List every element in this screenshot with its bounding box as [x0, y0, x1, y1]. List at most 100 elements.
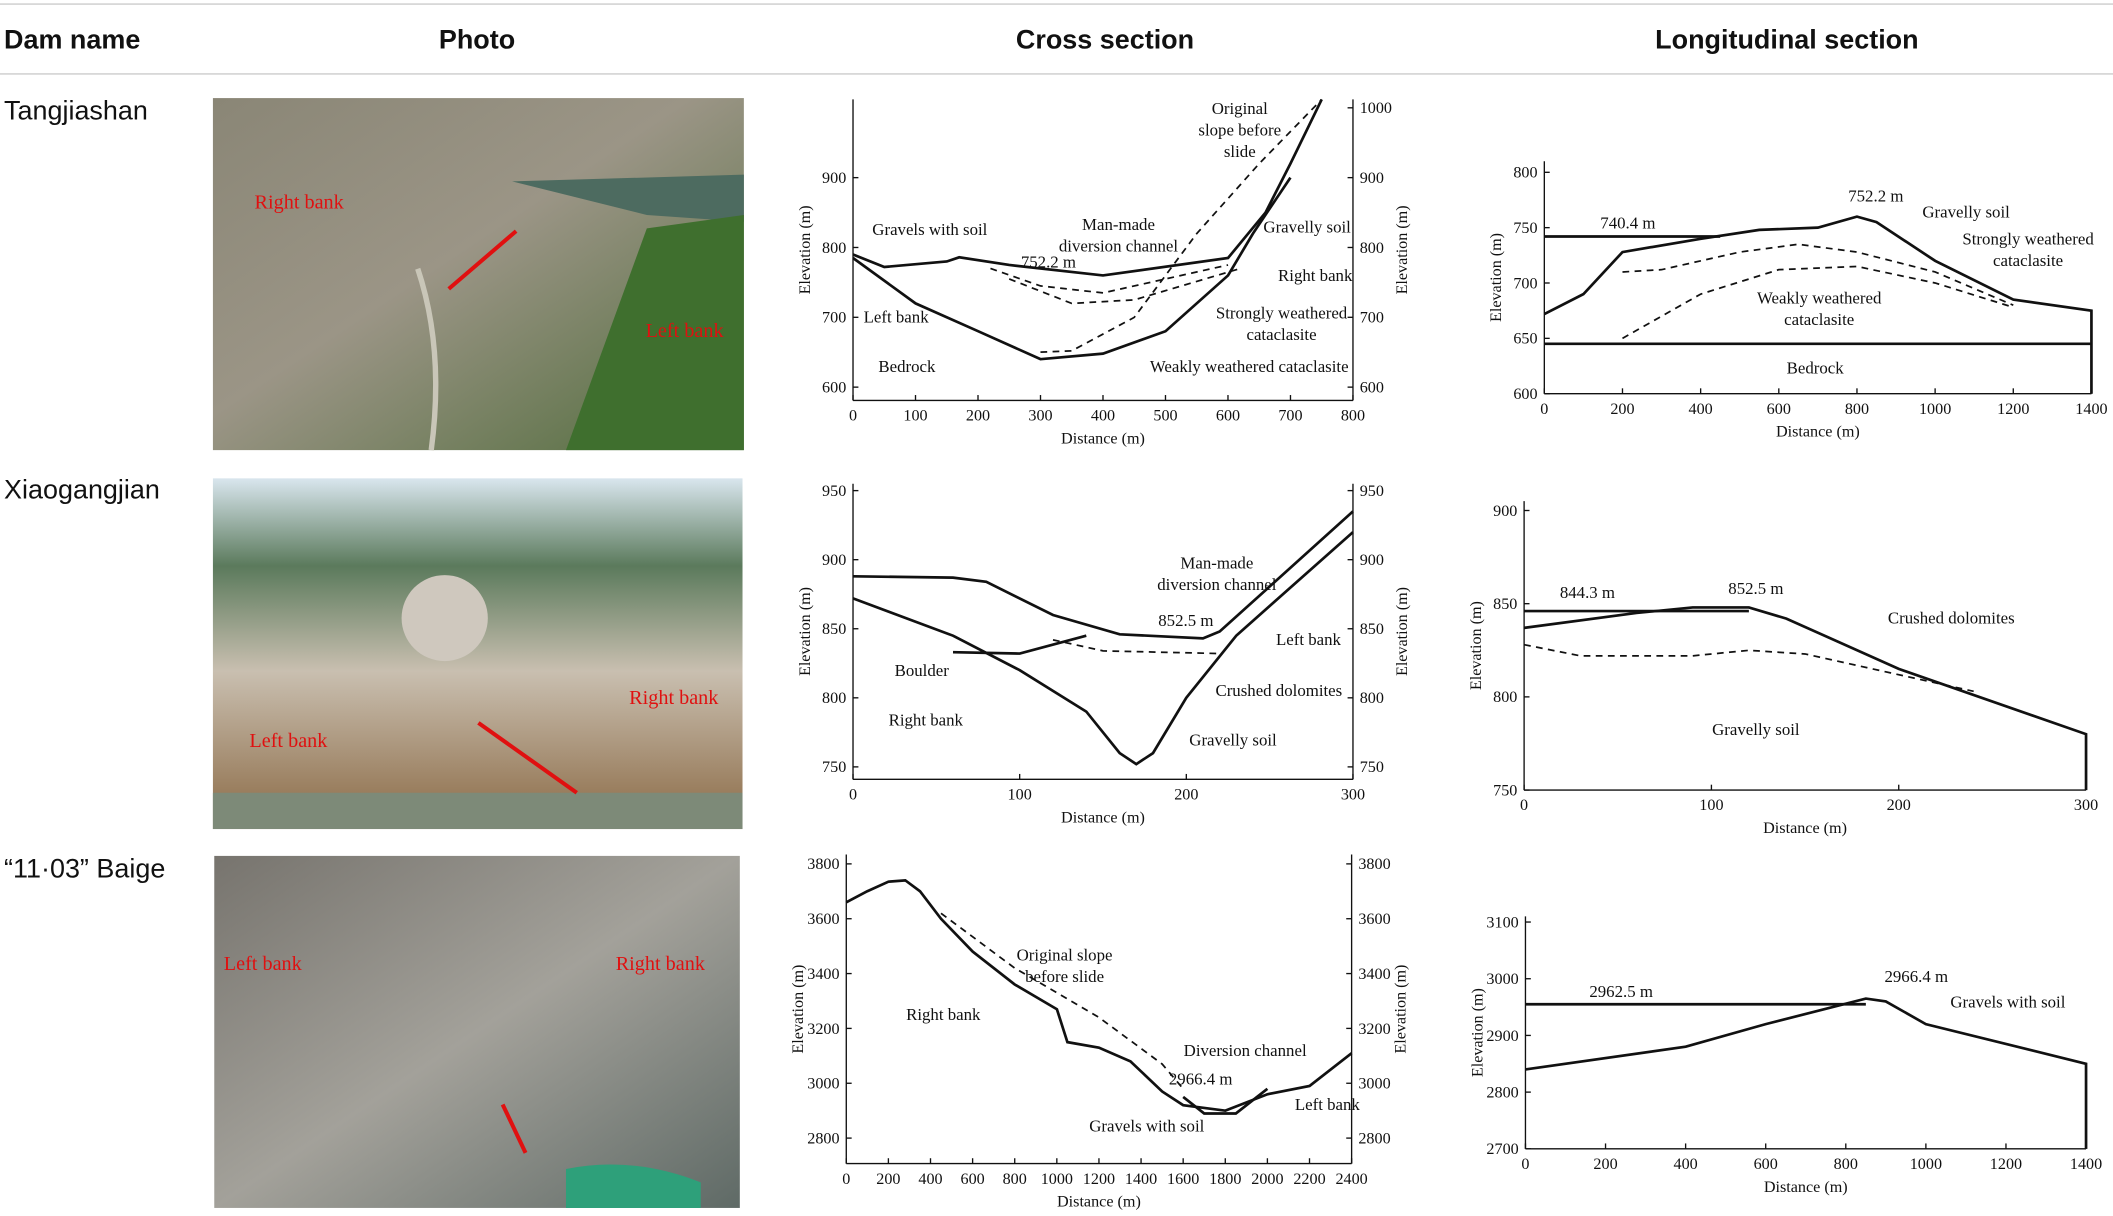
x-tick-label: 0: [849, 786, 857, 803]
x-tick-label: 200: [1610, 401, 1634, 418]
y-tick-label: 650: [1513, 331, 1537, 348]
y2-tick-label: 3200: [1358, 1021, 1390, 1038]
cross-section: 0 200 400 600 800 1000 1200 1400 1600 1800 2000 220…: [790, 854, 1410, 1211]
annotation: Gravelly soil: [1922, 203, 2010, 222]
annotation: Gravelly soil: [1712, 720, 1800, 739]
annotation: Weakly weathered: [1757, 289, 1882, 308]
y-tick-label: 2800: [807, 1130, 839, 1147]
y2-tick-label: 800: [1360, 240, 1384, 257]
y-tick-label: 750: [1493, 782, 1517, 799]
y-tick-label: 700: [1513, 275, 1537, 292]
y-axis-label: Elevation (m): [1469, 988, 1486, 1077]
y-tick-label: 900: [1493, 503, 1517, 520]
annotation: cataclasite: [1784, 310, 1854, 329]
profile-line: [990, 264, 1229, 294]
profile-line: [1523, 606, 2088, 791]
y-tick-label: 600: [1513, 386, 1537, 403]
annotation: 844.3 m: [1560, 583, 1615, 602]
annotation: Weakly weathered cataclasite: [1150, 357, 1349, 376]
x-tick-label: 0: [849, 408, 857, 425]
profile-line: [1543, 215, 2093, 394]
y-tick-label: 600: [822, 380, 846, 397]
photo-water: [512, 174, 744, 222]
x-tick-label: 400: [1674, 1156, 1698, 1173]
x-tick-label: 200: [966, 408, 990, 425]
header: Longitudinal section: [1655, 24, 1918, 54]
x-tick-label: 1600: [1167, 1171, 1199, 1188]
annotation: Left bank: [864, 307, 930, 326]
profile-line: [1052, 638, 1220, 655]
x-tick-label: 2200: [1293, 1171, 1325, 1188]
y-tick-label: 750: [822, 759, 846, 776]
y2-tick-label: 3800: [1358, 856, 1390, 873]
x-axis-label: Distance (m): [1763, 820, 1847, 837]
y-tick-label: 3000: [807, 1076, 839, 1093]
y-tick-label: 850: [1493, 596, 1517, 613]
y2-axis-label: Elevation (m): [1393, 965, 1410, 1054]
x-tick-label: 1400: [1125, 1171, 1157, 1188]
annotation: Strongly weathered: [1216, 303, 1348, 322]
y-tick-label: 900: [822, 552, 846, 569]
photo-label: Right bank: [616, 953, 706, 975]
annotation: 752.2 m: [1021, 252, 1076, 271]
x-tick-label: 300: [2074, 797, 2098, 814]
x-tick-label: 800: [1003, 1171, 1027, 1188]
y-tick-label: 3000: [1486, 971, 1518, 988]
annotation: Right bank: [889, 711, 964, 730]
annotation: Right bank: [906, 1005, 981, 1024]
annotation: 2966.4 m: [1884, 967, 1948, 986]
x-tick-label: 600: [1216, 408, 1240, 425]
x-tick-label: 700: [1278, 408, 1302, 425]
photo-water: [212, 792, 743, 830]
profile-line: [1040, 98, 1323, 354]
annotation: cataclasite: [1993, 251, 2063, 270]
x-tick-label: 1400: [2075, 401, 2107, 418]
x-tick-label: 100: [903, 408, 927, 425]
annotation: Diversion channel: [1184, 1041, 1307, 1060]
photo-dust-cloud: [401, 575, 488, 662]
x-tick-label: 300: [1341, 786, 1365, 803]
x-tick-label: 800: [1834, 1156, 1858, 1173]
y2-tick-label: 900: [1360, 170, 1384, 187]
annotation: diversion channel: [1157, 575, 1277, 594]
y-tick-label: 3400: [807, 966, 839, 983]
x-tick-label: 300: [1028, 408, 1052, 425]
y-axis-label: Elevation (m): [797, 587, 814, 676]
cross-section: 0 100 200 300 750 800 850 900 950 750 800 850 900 950…: [797, 483, 1411, 826]
dam-name: “11·03” Baige: [4, 853, 165, 883]
x-axis-label: Distance (m): [1061, 809, 1145, 826]
x-tick-label: 2400: [1335, 1171, 1367, 1188]
y2-tick-label: 3400: [1358, 966, 1390, 983]
annotation: Gravels with soil: [872, 220, 987, 239]
x-tick-label: 0: [1540, 401, 1548, 418]
annotation: Gravels with soil: [1089, 1116, 1204, 1135]
y-axis-label: Elevation (m): [1468, 601, 1485, 690]
annotation: diversion channel: [1059, 236, 1179, 255]
header: Dam name: [4, 24, 140, 54]
arrow: [447, 229, 518, 291]
x-tick-label: 600: [1754, 1156, 1778, 1173]
annotation: Man-made: [1082, 215, 1155, 234]
y-axis-label: Elevation (m): [790, 965, 807, 1054]
annotation: slope before: [1198, 121, 1281, 140]
dam-name: Xiaogangjian: [4, 475, 160, 505]
profile-line: [1622, 265, 2014, 340]
x-tick-label: 1200: [1990, 1156, 2022, 1173]
y-tick-label: 800: [822, 240, 846, 257]
annotation: 740.4 m: [1600, 213, 1655, 232]
x-tick-label: 0: [842, 1171, 850, 1188]
annotation: cataclasite: [1246, 325, 1316, 344]
y-tick-label: 3600: [807, 911, 839, 928]
x-tick-label: 200: [1593, 1156, 1617, 1173]
y-tick-label: 700: [822, 310, 846, 327]
photo-label: Right bank: [255, 191, 345, 213]
annotation: 2962.5 m: [1589, 982, 1653, 1001]
y2-axis-label: Elevation (m): [1394, 587, 1411, 676]
x-tick-label: 1200: [1997, 401, 2029, 418]
photo-water: [565, 1164, 701, 1208]
profile-line: [940, 912, 1184, 1090]
photo: [214, 855, 740, 1208]
x-tick-label: 200: [1887, 797, 1911, 814]
y-tick-label: 2700: [1486, 1141, 1518, 1158]
